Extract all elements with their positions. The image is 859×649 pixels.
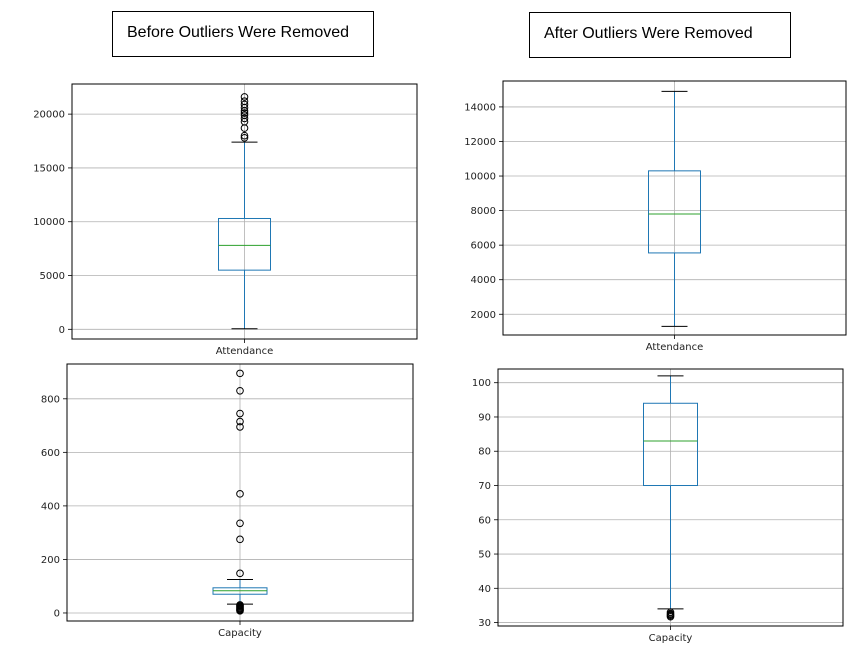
chart-4-y-tick-label: 60 — [478, 515, 491, 526]
chart-1-x-tick-label: Attendance — [216, 346, 273, 357]
chart-1-y-tick-label: 20000 — [33, 110, 65, 121]
chart-2-y-tick-label: 400 — [41, 501, 60, 512]
chart-2-x-tick-label: Capacity — [218, 628, 262, 639]
chart-4-y-tick-label: 100 — [472, 378, 491, 389]
chart-2-outlier-point — [236, 607, 244, 615]
chart-2-y-tick-label: 800 — [41, 394, 60, 405]
chart-4-y-tick-label: 30 — [478, 618, 491, 629]
chart-3-iqr-box — [648, 170, 701, 254]
before-heading: Before Outliers Were Removed — [112, 11, 374, 57]
chart-1-outlier-point — [240, 111, 249, 120]
chart-1-outlier-point — [240, 97, 249, 106]
chart-1-outlier-point — [240, 114, 249, 123]
chart-4-y-tick-label: 90 — [478, 412, 491, 423]
chart-3-y-tick-label: 14000 — [464, 102, 496, 113]
chart-1-outlier-point — [240, 100, 249, 109]
chart-4-y-tick-label: 70 — [478, 481, 491, 492]
chart-3-x-tick-label: Attendance — [646, 342, 703, 353]
chart-3-y-tick-label: 10000 — [464, 172, 496, 183]
chart-4-y-tick-label: 50 — [478, 550, 491, 561]
chart-1-outlier-point — [240, 93, 249, 101]
chart-1-y-tick-label: 15000 — [33, 163, 65, 174]
chart-3-y-tick-label: 2000 — [471, 310, 496, 321]
chart-4-iqr-box — [643, 402, 698, 487]
chart-2-outlier-point — [236, 417, 244, 426]
chart-3-y-tick-label: 6000 — [471, 241, 496, 252]
chart-2-outlier-point — [236, 423, 244, 431]
chart-2-y-tick-label: 600 — [41, 448, 60, 459]
chart-2-y-tick-label: 200 — [41, 555, 60, 566]
chart-3-y-tick-label: 4000 — [471, 275, 496, 286]
chart-2-y-tick-label: 0 — [54, 608, 60, 619]
chart-2-outlier-point — [236, 519, 244, 528]
chart-4-y-tick-label: 80 — [478, 447, 491, 458]
chart-4-y-tick-label: 40 — [478, 584, 491, 595]
chart-1-outlier-point — [240, 133, 249, 142]
chart-3-y-tick-label: 8000 — [471, 206, 496, 217]
chart-2-outlier-point — [236, 369, 244, 378]
chart-1-y-tick-label: 0 — [59, 325, 65, 336]
chart-1-outlier-point — [240, 109, 249, 117]
chart-2-outlier-point — [236, 535, 244, 544]
chart-1-y-tick-label: 5000 — [40, 271, 65, 282]
chart-1-outlier-point — [240, 131, 249, 140]
chart-3-y-tick-label: 12000 — [464, 137, 496, 148]
chart-2-outlier-point — [236, 386, 244, 395]
chart-2-outlier-point — [236, 490, 244, 498]
after-heading: After Outliers Were Removed — [529, 12, 791, 58]
chart-1-iqr-box — [218, 217, 271, 271]
chart-2-outlier-point — [236, 409, 244, 418]
chart-1-y-tick-label: 10000 — [33, 217, 65, 228]
chart-4-x-tick-label: Capacity — [649, 633, 693, 644]
chart-4-outlier-point — [666, 612, 675, 621]
chart-2-outlier-point — [236, 569, 244, 578]
